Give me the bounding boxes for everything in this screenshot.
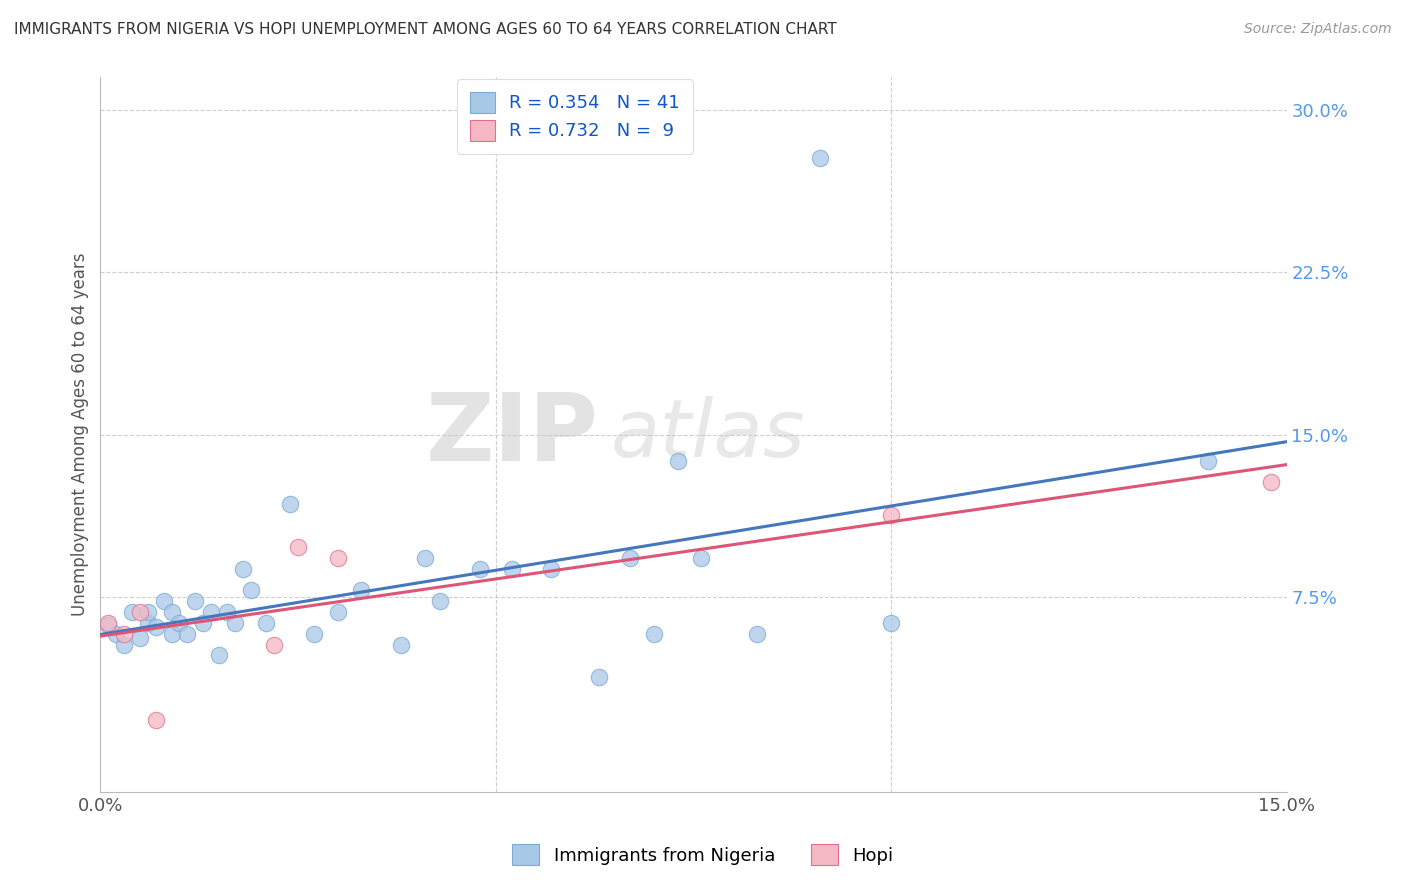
- Point: [666, 453, 689, 467]
- Point: [105, 626, 128, 640]
- Point: [191, 615, 214, 630]
- Point: [239, 583, 262, 598]
- Point: [145, 713, 167, 727]
- Point: [160, 605, 183, 619]
- Point: [643, 626, 665, 640]
- Point: [350, 583, 373, 598]
- Point: [287, 540, 309, 554]
- Text: IMMIGRANTS FROM NIGERIA VS HOPI UNEMPLOYMENT AMONG AGES 60 TO 64 YEARS CORRELATI: IMMIGRANTS FROM NIGERIA VS HOPI UNEMPLOY…: [14, 22, 837, 37]
- Point: [121, 605, 143, 619]
- Point: [160, 626, 183, 640]
- Point: [619, 550, 641, 565]
- Point: [97, 615, 120, 630]
- Point: [224, 615, 246, 630]
- Text: atlas: atlas: [610, 395, 806, 474]
- Point: [588, 670, 610, 684]
- Point: [112, 626, 135, 640]
- Point: [389, 638, 412, 652]
- Point: [176, 626, 198, 640]
- Point: [145, 620, 167, 634]
- Text: ZIP: ZIP: [426, 389, 599, 481]
- Point: [128, 605, 150, 619]
- Point: [880, 508, 903, 522]
- Point: [278, 497, 301, 511]
- Text: Source: ZipAtlas.com: Source: ZipAtlas.com: [1244, 22, 1392, 37]
- Point: [745, 626, 768, 640]
- Point: [413, 550, 436, 565]
- Point: [880, 615, 903, 630]
- Point: [326, 605, 349, 619]
- Point: [468, 562, 491, 576]
- Point: [690, 550, 713, 565]
- Point: [429, 594, 451, 608]
- Point: [136, 615, 159, 630]
- Point: [540, 562, 562, 576]
- Point: [808, 151, 831, 165]
- Point: [501, 562, 523, 576]
- Legend: R = 0.354   N = 41, R = 0.732   N =  9: R = 0.354 N = 41, R = 0.732 N = 9: [457, 79, 693, 153]
- Point: [169, 615, 191, 630]
- Point: [184, 594, 207, 608]
- Point: [1260, 475, 1282, 490]
- Point: [200, 605, 222, 619]
- Point: [254, 615, 277, 630]
- Point: [302, 626, 325, 640]
- Point: [128, 631, 150, 645]
- Point: [232, 562, 254, 576]
- Point: [208, 648, 231, 663]
- Point: [1197, 453, 1219, 467]
- Y-axis label: Unemployment Among Ages 60 to 64 years: Unemployment Among Ages 60 to 64 years: [72, 252, 89, 616]
- Point: [97, 618, 120, 632]
- Point: [112, 638, 135, 652]
- Point: [263, 638, 285, 652]
- Point: [215, 605, 238, 619]
- Point: [152, 594, 174, 608]
- Point: [136, 605, 159, 619]
- Point: [326, 550, 349, 565]
- Legend: Immigrants from Nigeria, Hopi: Immigrants from Nigeria, Hopi: [503, 835, 903, 874]
